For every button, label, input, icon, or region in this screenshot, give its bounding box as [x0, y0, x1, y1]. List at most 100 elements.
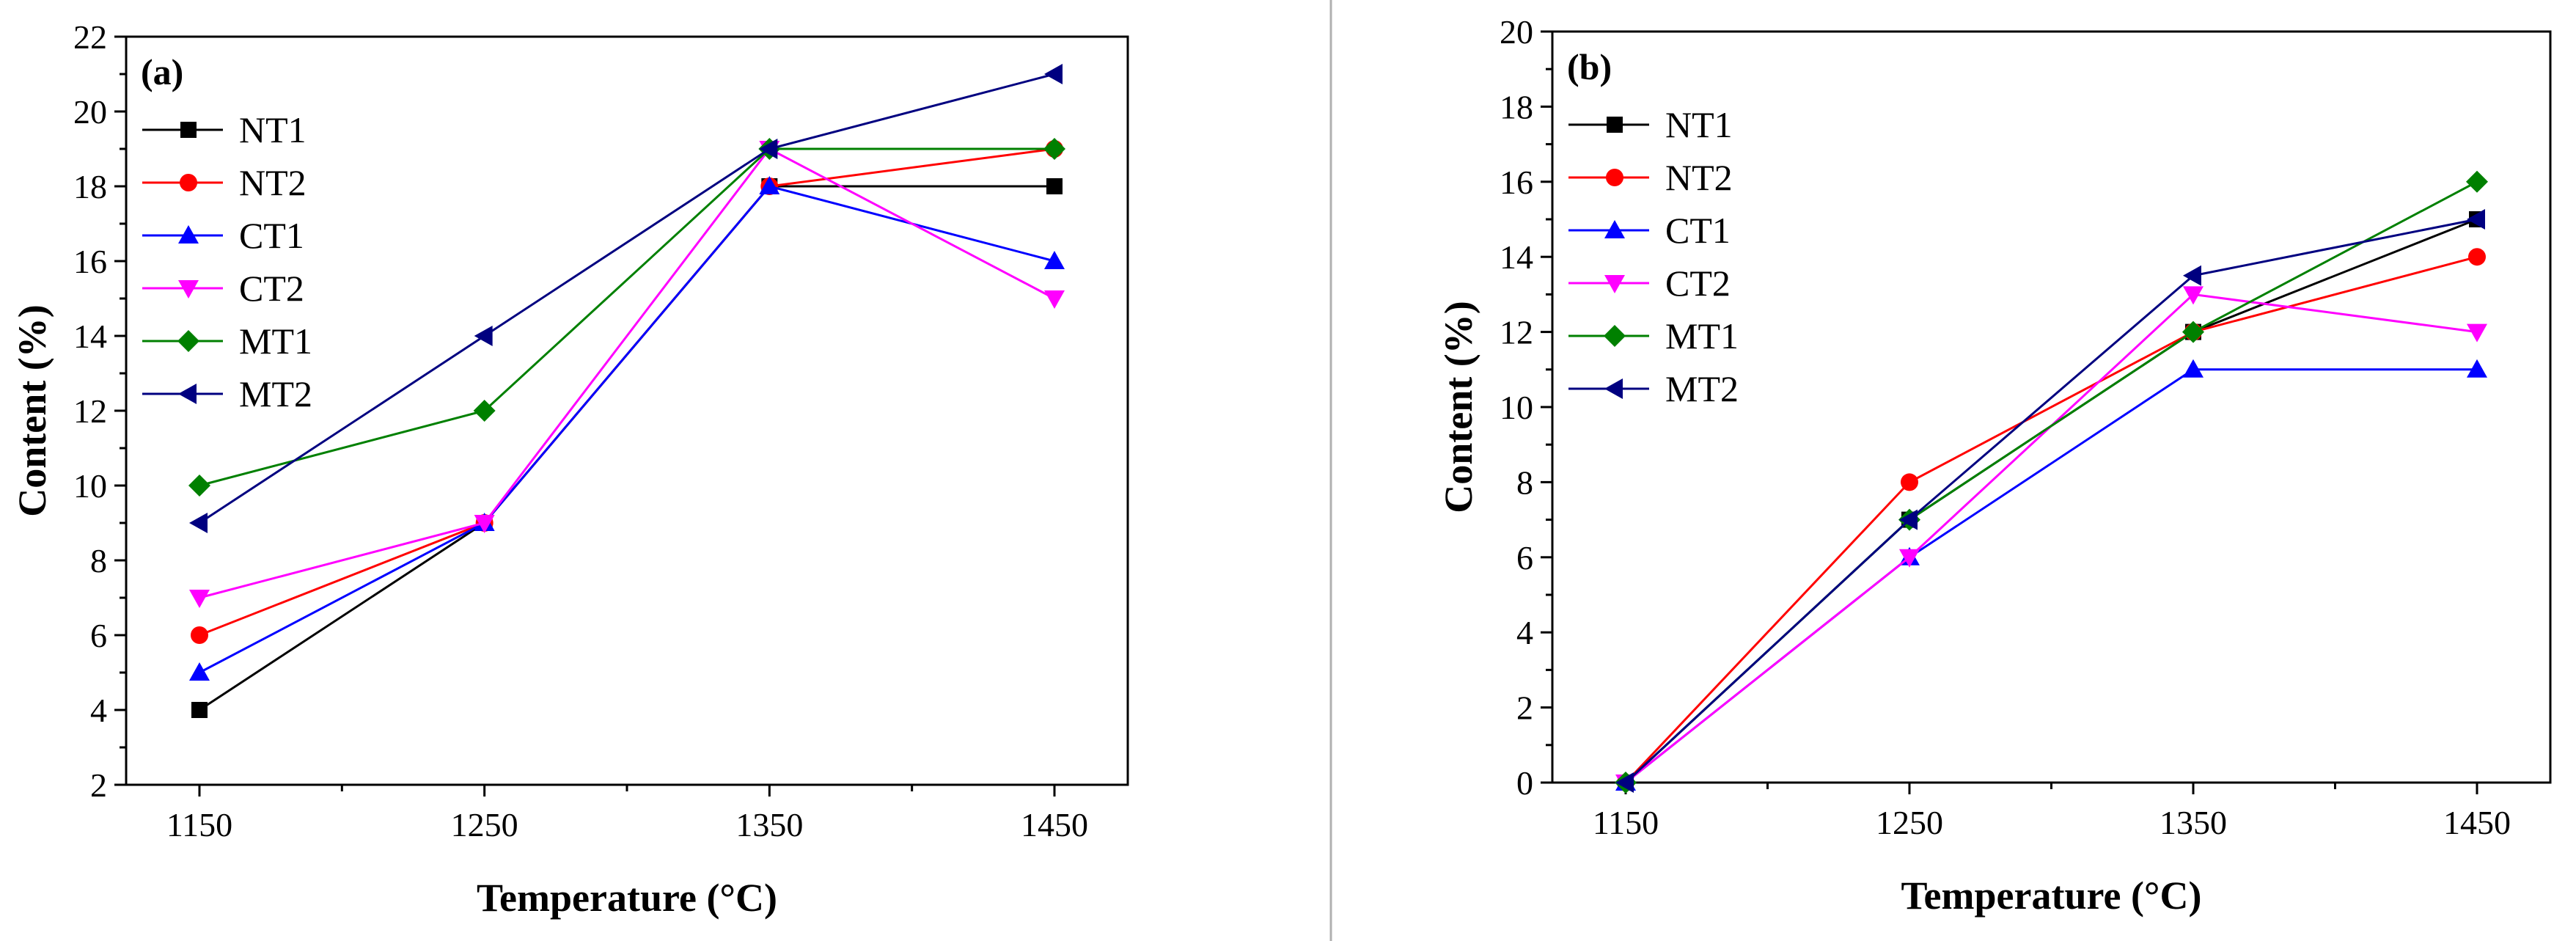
series-line-nt2: [1624, 255, 2478, 784]
series-line-nt2: [199, 147, 1055, 637]
data-point-nt1: [191, 702, 208, 718]
legend-marker-nt2: [180, 174, 197, 191]
data-point-mt2: [2183, 265, 2201, 286]
data-point-mt2: [2467, 209, 2485, 230]
series-line-ct2: [1625, 293, 2478, 784]
x-tick-label: 1350: [2159, 804, 2227, 841]
legend-label-mt2: MT2: [1665, 368, 1739, 409]
y-tick-label: 14: [73, 318, 107, 355]
y-tick-label: 12: [1500, 314, 1533, 351]
data-point-nt1: [1046, 178, 1063, 194]
x-axis-title: Temperature (°C): [1901, 874, 2201, 918]
y-tick-label: 14: [1500, 238, 1533, 276]
data-point-ct2: [474, 515, 495, 533]
data-point-ct1: [2183, 359, 2203, 378]
legend-label-nt1: NT1: [239, 109, 307, 150]
y-tick-label: 4: [1516, 614, 1533, 651]
y-tick-label: 2: [90, 766, 107, 804]
data-point-mt2: [1899, 509, 1918, 530]
y-tick-label: 22: [73, 18, 107, 56]
y-tick-label: 0: [1516, 764, 1533, 802]
data-point-ct1: [1044, 251, 1065, 269]
legend-marker-nt2: [1606, 169, 1623, 186]
legend-label-nt2: NT2: [1665, 157, 1733, 198]
y-tick-label: 8: [90, 542, 107, 579]
x-tick-label: 1450: [1021, 806, 1088, 843]
panel-label: (b): [1567, 46, 1612, 87]
data-point-ct2: [1899, 549, 1920, 568]
data-point-nt2: [2468, 248, 2486, 266]
data-point-mt2: [189, 513, 208, 533]
y-tick-label: 16: [1500, 164, 1533, 201]
data-point-ct2: [1044, 290, 1065, 309]
y-tick-label: 10: [73, 467, 107, 505]
series-line-mt2: [199, 73, 1055, 524]
data-point-ct2: [2183, 286, 2203, 305]
chart-panel-b: 0 2 4 6 8 10 12 14 16 18 20 1150 1250 1350 1450 Tempera…: [1436, 13, 2552, 918]
series-line-mt1: [1624, 180, 2478, 784]
y-tick-label: 20: [1500, 13, 1533, 51]
data-point-mt2: [1615, 772, 1634, 793]
y-tick-label: 8: [1516, 464, 1533, 501]
data-point-ct1: [189, 662, 210, 681]
legend-marker-mt2: [1604, 378, 1623, 399]
series-line-ct1: [1625, 368, 2477, 784]
legend-label-ct2: CT2: [239, 268, 304, 309]
y-tick-label: 18: [1500, 88, 1533, 125]
y-tick-label: 16: [73, 243, 107, 280]
panel-label: (a): [141, 51, 183, 92]
x-tick-label: 1150: [1593, 804, 1659, 841]
legend-marker-mt1: [1604, 325, 1626, 347]
data-point-mt1: [473, 400, 496, 422]
data-point-ct2: [2467, 323, 2487, 343]
data-point-ct1: [2467, 359, 2487, 378]
data-point-mt1: [2466, 170, 2488, 193]
legend-marker-ct1: [178, 225, 199, 244]
legend-label-ct1: CT1: [239, 215, 304, 256]
legend-marker-mt1: [177, 330, 199, 352]
legend-marker-ct2: [1604, 275, 1625, 293]
series-line-ct1: [199, 185, 1055, 674]
x-tick-label: 1250: [1876, 804, 1943, 841]
chart-panel-a: 2 4 6 8 10 12 14 16 18 20 22 1150 1250 1350 1450 Temper…: [10, 18, 1129, 920]
x-tick-label: 1450: [2443, 804, 2511, 841]
legend-marker-nt1: [1607, 117, 1623, 133]
data-point-mt2: [759, 139, 778, 159]
y-tick-label: 12: [73, 392, 107, 430]
legend-marker-ct2: [178, 280, 199, 299]
y-tick-label: 18: [73, 168, 107, 205]
legend-label-ct1: CT1: [1665, 210, 1731, 251]
legend-label-mt1: MT1: [239, 321, 312, 362]
legend-label-mt2: MT2: [239, 373, 312, 414]
legend-label-nt1: NT1: [1665, 104, 1733, 145]
y-axis-title: Content (%): [1436, 301, 1480, 513]
data-point-ct2: [189, 590, 210, 608]
y-tick-label: 6: [90, 617, 107, 654]
data-point-mt2: [1044, 64, 1063, 84]
data-point-mt1: [2182, 321, 2204, 343]
data-point-ct1: [759, 176, 780, 194]
series-line-ct2: [199, 147, 1055, 599]
y-tick-label: 4: [90, 692, 107, 729]
x-axis-title: Temperature (°C): [477, 876, 777, 920]
x-tick-label: 1350: [735, 806, 803, 843]
legend-label-ct2: CT2: [1665, 263, 1731, 304]
x-tick-label: 1250: [451, 806, 518, 843]
legend-label-nt2: NT2: [239, 162, 307, 203]
series-line-nt1: [1624, 218, 2478, 784]
legend-marker-nt1: [180, 122, 197, 138]
y-axis-title: Content (%): [10, 304, 54, 516]
y-tick-label: 20: [73, 93, 107, 131]
legend-label-mt1: MT1: [1665, 315, 1739, 356]
legend-marker-mt2: [178, 384, 197, 404]
data-point-nt2: [191, 626, 208, 644]
data-point-mt1: [1043, 138, 1065, 160]
y-tick-label: 2: [1516, 689, 1533, 727]
y-tick-label: 6: [1516, 539, 1533, 576]
data-point-mt1: [188, 475, 210, 497]
series-line-nt1: [199, 185, 1054, 711]
x-tick-label: 1150: [166, 806, 232, 843]
series-line-mt2: [1624, 218, 2478, 784]
series-line-mt1: [199, 147, 1054, 487]
